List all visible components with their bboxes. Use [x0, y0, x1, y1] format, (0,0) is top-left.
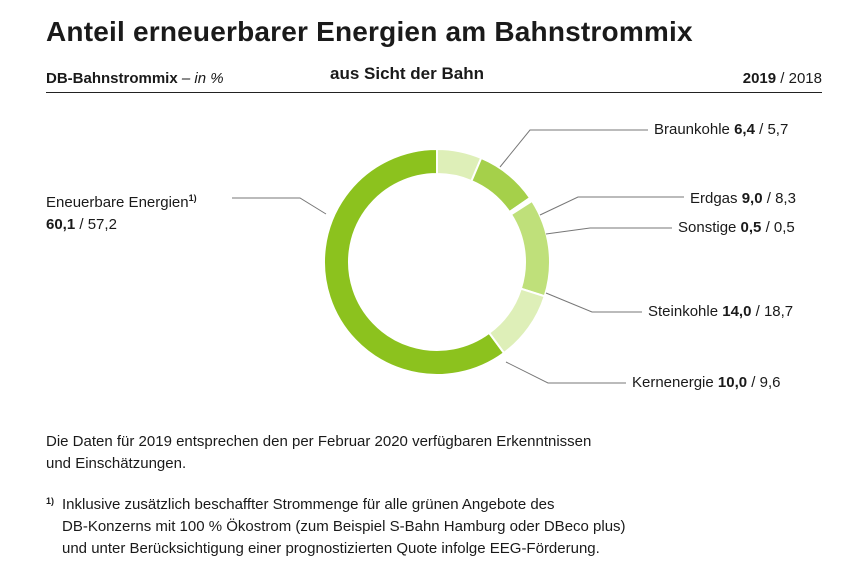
label-steinkohle: Steinkohle 14,0 / 18,7	[648, 303, 794, 320]
label-braunkohle: Braunkohle 6,4 / 5,7	[654, 121, 789, 138]
label-name: Eneuerbare Energien	[46, 194, 189, 211]
label-kernenergie: Kernenergie 10,0 / 9,6	[632, 374, 781, 391]
label-eneuerbare: Eneuerbare Energien1) 60,1 / 57,2	[46, 193, 197, 233]
chart-title: Anteil erneuerbarer Energien am Bahnstro…	[46, 16, 693, 47]
year-legend: 2019 / 2018	[742, 70, 822, 87]
leader-line-kernenergie	[505, 361, 626, 384]
label-erdgas: Erdgas 9,0 / 8,3	[690, 190, 796, 207]
overlay-caption: aus Sicht der Bahn	[330, 64, 484, 83]
leader-line-erdgas	[539, 196, 684, 216]
leader-line-sonstige	[545, 227, 672, 235]
value-2019: 60,1	[46, 216, 76, 233]
label-sonstige: Sonstige 0,5 / 0,5	[678, 219, 795, 236]
footnote-mark: 1)	[46, 496, 55, 506]
header-rule	[46, 92, 822, 93]
slice-steinkohle	[509, 199, 551, 298]
slice-eneuerbare energien	[323, 147, 506, 376]
leader-line-eneuerbare	[232, 197, 327, 215]
footnote-line-2: DB-Konzerns mit 100 % Ökostrom (zum Beis…	[62, 518, 626, 535]
footnote-line-1: Inklusive zusätzlich beschaffter Stromme…	[62, 496, 555, 513]
subtitle: DB-Bahnstrommix – in %	[46, 70, 224, 87]
note-line-1: Die Daten für 2019 entsprechen den per F…	[46, 433, 592, 450]
value-2018: 57,2	[87, 216, 117, 233]
slice-kernenergie	[487, 287, 546, 355]
leader-line-braunkohle	[499, 129, 648, 168]
leader-line-steinkohle	[545, 292, 642, 313]
chart-subheader: DB-Bahnstrommix – in % aus Sicht der Bah…	[46, 64, 822, 90]
footnote-ref: 1)	[188, 193, 197, 203]
footnote-line-3: und unter Berücksichtigung einer prognos…	[62, 540, 600, 557]
note-line-2: und Einschätzungen.	[46, 455, 187, 472]
